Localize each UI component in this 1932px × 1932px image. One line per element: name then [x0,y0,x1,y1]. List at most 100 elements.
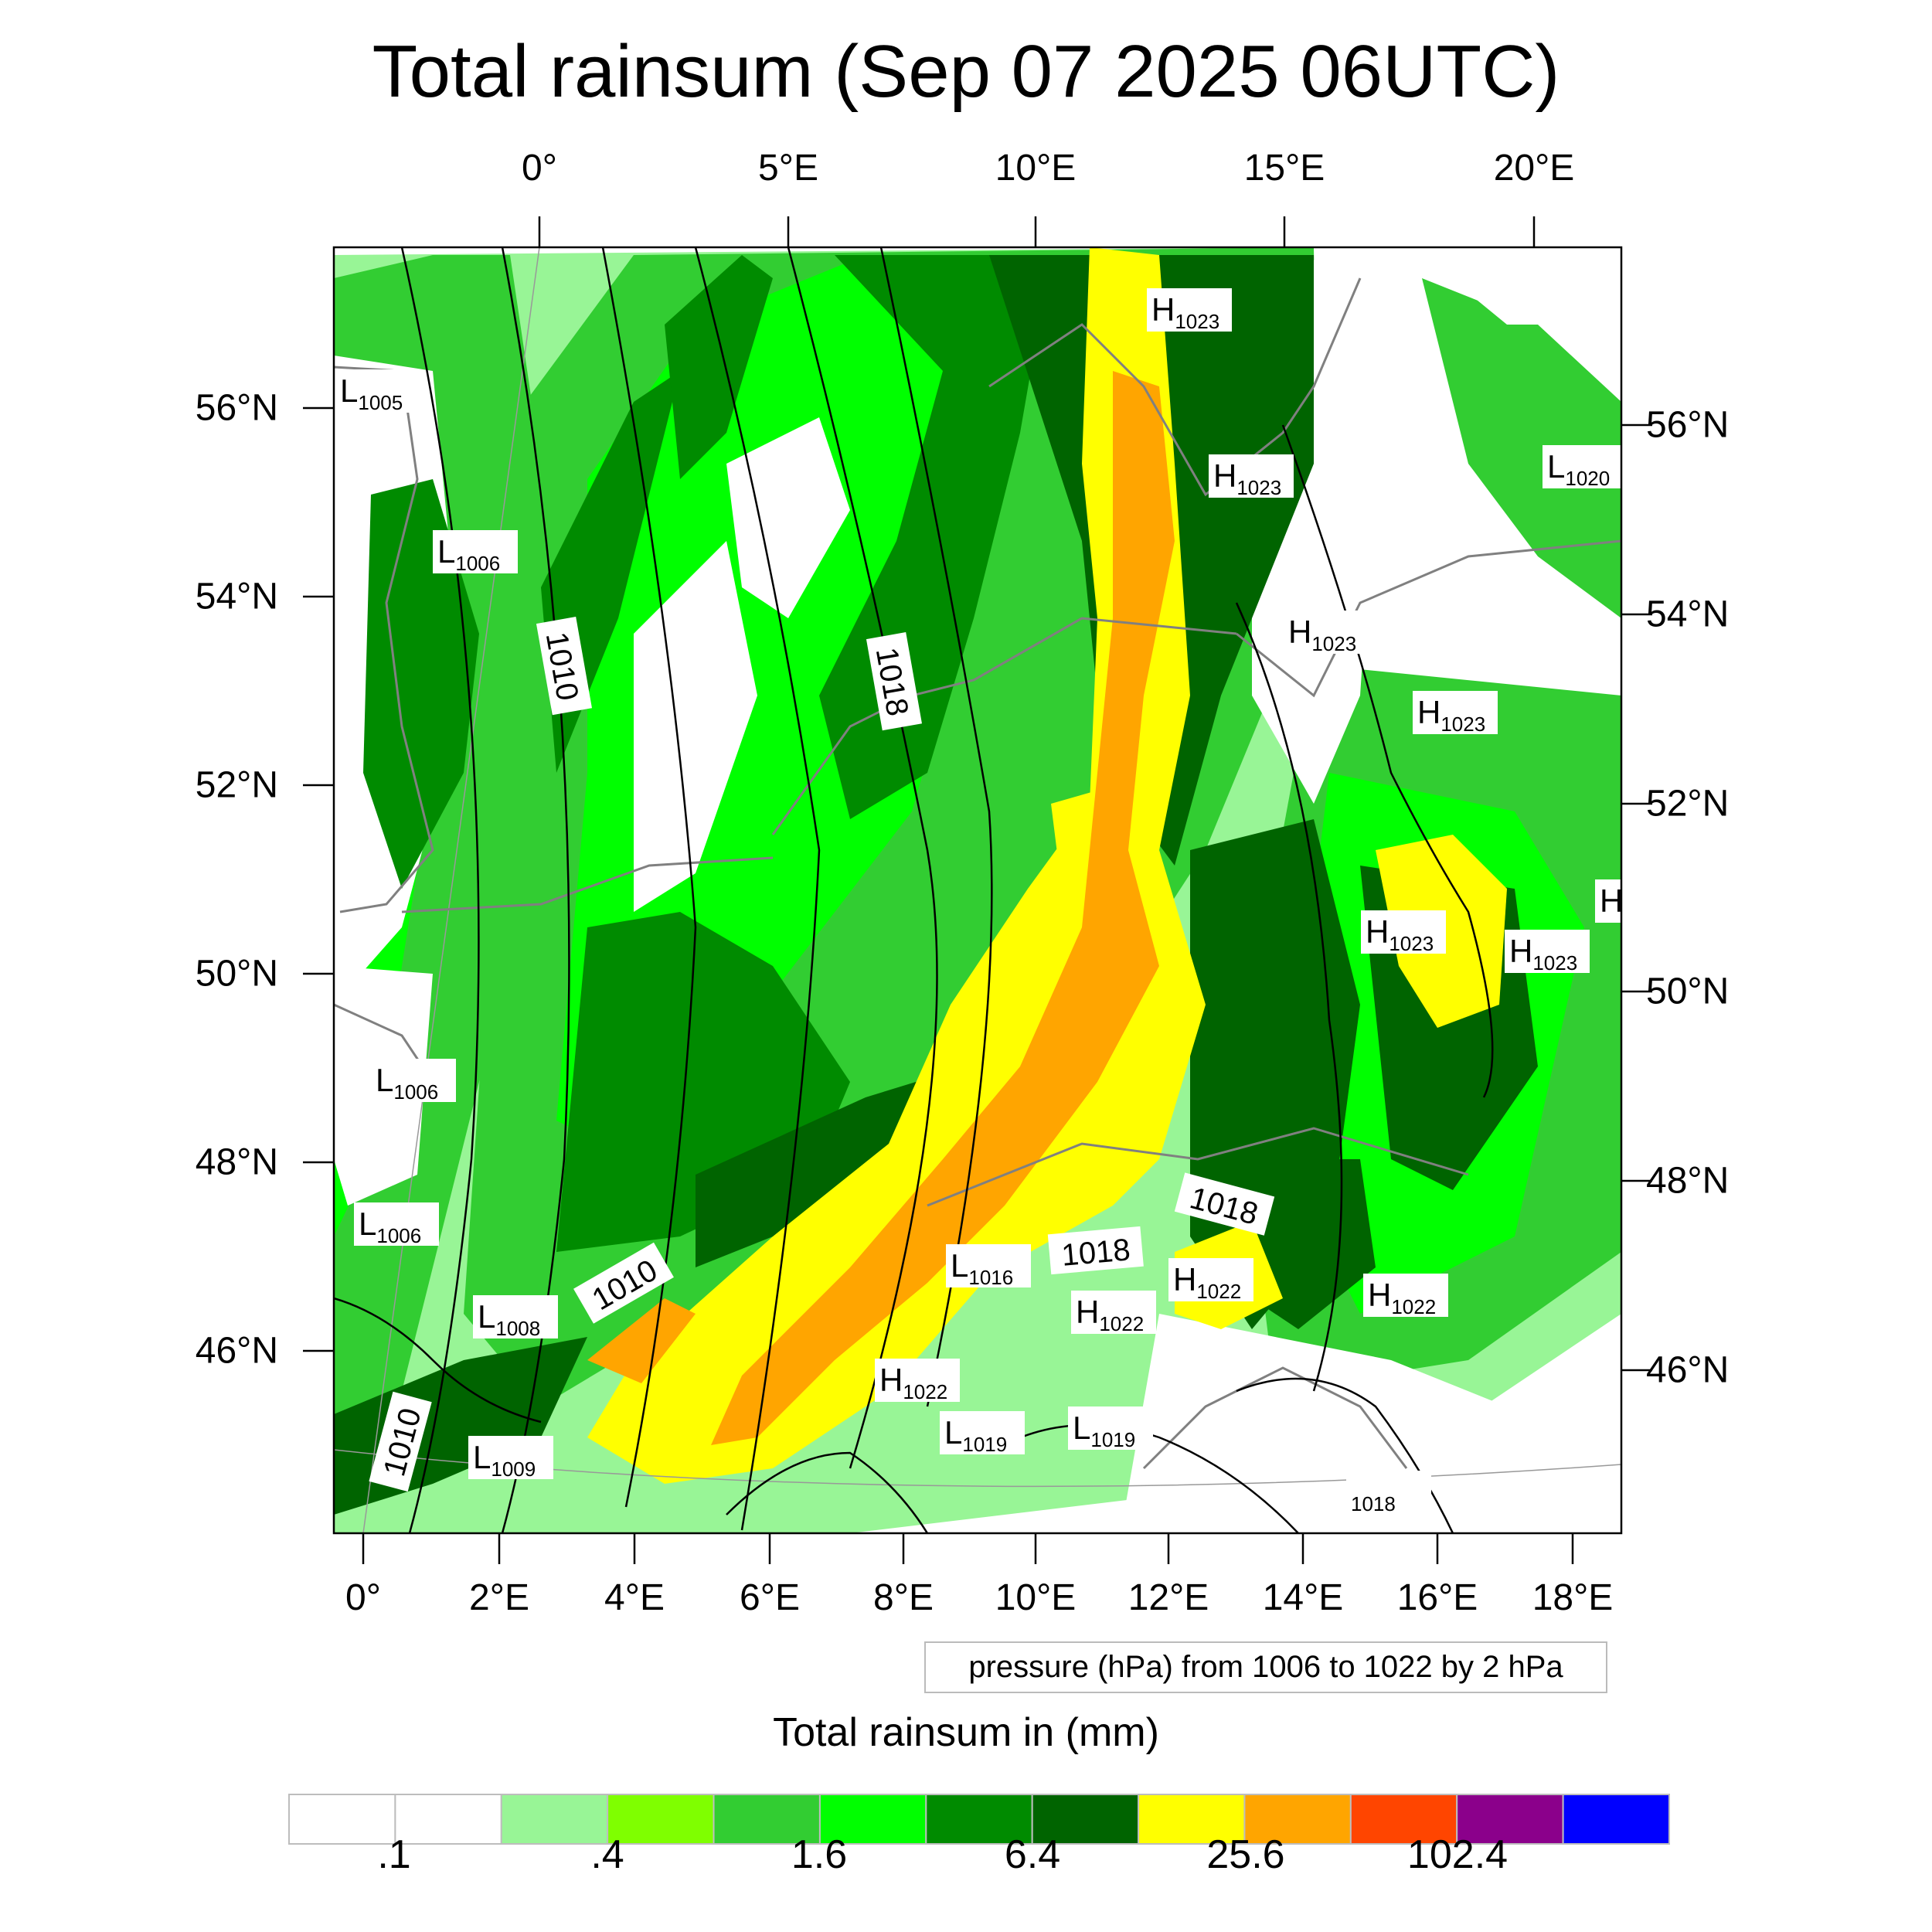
colorbar-label: .4 [590,1832,624,1877]
pressure-center-label: H1023 [1151,291,1219,333]
bottom-lon-tick: 12°E [1128,1577,1209,1618]
bottom-lon-tick: 8°E [873,1577,934,1618]
pressure-center-high: H1022 [1168,1258,1253,1303]
pressure-center-high: H1023 [1361,910,1446,955]
isobar [501,247,570,1533]
pressure-center-high: H1023 [1284,611,1369,655]
colorbar-label: 1.6 [791,1832,848,1877]
colorbar-swatch [1456,1794,1564,1845]
pressure-center-label: L1020 [1547,448,1610,490]
isobar [726,1451,929,1533]
isobar [988,1423,1299,1533]
colorbar [288,1794,1670,1845]
colorbar-label: 6.4 [1004,1832,1061,1877]
pressure-center-label: L1019 [944,1414,1007,1456]
coastline [1142,1366,1408,1470]
isobar [1236,1377,1454,1533]
colorbar-swatch [925,1794,1033,1845]
pressure-center-label: L1005 [340,372,403,414]
pressure-center-low: L1019 [1068,1406,1153,1451]
pressure-center-high: H1022 [1071,1291,1156,1335]
pressure-center-label: 1018 [1351,1492,1396,1515]
bottom-lon-tick: 6°E [740,1577,800,1618]
right-lat-tick: 46°N [1646,1349,1730,1391]
colorbar-title: Total rainsum in (mm) [773,1710,1159,1755]
pressure-center-low: L1006 [354,1202,439,1247]
pressure-center-high: H1022 [875,1359,960,1403]
isobar [1281,424,1494,1098]
bottom-lon-tick: 18°E [1532,1577,1614,1618]
pressure-center-low: L1009 [468,1436,553,1481]
pressure-center-label: H1023 [1417,694,1485,736]
pressure-center-label: H1022 [1076,1294,1144,1335]
coastline [988,277,1362,497]
colorbar-swatch [1138,1794,1246,1845]
coastline [771,617,1237,835]
dry-area [726,417,850,618]
right-lat-tick: 54°N [1646,594,1730,635]
colorbar-label: 25.6 [1206,1832,1285,1877]
colorbar-swatch [1349,1794,1458,1845]
pressure-center-high: H1023 [1413,691,1498,736]
rain-field-yellow [587,247,1206,1484]
pressure-center-low: L1005 [335,369,420,414]
rain-field-orange [711,371,1175,1445]
pressure-center-high: H1023 [1147,288,1232,333]
top-lon-tick: 5°E [758,148,818,189]
pressure-center-low: L1006 [371,1059,456,1104]
rain-field-green [1422,278,1621,618]
pressure-center-label: L1006 [437,533,500,575]
right-lat-tick: 52°N [1646,783,1730,825]
pressure-center-high: H1023 [1505,930,1590,975]
colorbar-label: .1 [377,1832,411,1877]
pressure-center-label: L1008 [478,1298,540,1340]
pressure-center-low: L1019 [940,1411,1025,1456]
border [401,856,774,913]
map-title: Total rainsum (Sep 07 2025 06UTC) [372,30,1560,113]
colorbar-swatch [500,1794,609,1845]
bottom-lon-tick: 14°E [1262,1577,1344,1618]
left-lat-tick: 50°N [195,953,278,995]
isobar [334,1297,542,1423]
right-lat-tick: 50°N [1646,971,1730,1012]
pressure-center-low: L1006 [433,530,518,575]
left-lat-tick: 54°N [195,576,278,617]
map-frame [332,246,1623,1535]
pressure-center-label: L1019 [1073,1410,1135,1451]
pressure-center-label: H1023 [1366,913,1434,955]
pressure-centers: L1005 L1006 L1006 L1006 L1008 L1009 L1016 L1019… [335,288,1621,1515]
colorbar-swatch [394,1794,502,1845]
pressure-center-label: H1022 [879,1362,947,1403]
border [1236,539,1621,698]
isobar-label: 1018 [1060,1233,1131,1273]
colorbar-swatch [1031,1794,1140,1845]
pressure-center-low: L1020 [1543,445,1621,490]
pressure-center-label: L1006 [359,1206,421,1247]
pressure-center-low: L1016 [946,1244,1031,1289]
pressure-center-label: H1023 [1509,933,1577,975]
pressure-center-label: H1022 [1368,1277,1436,1318]
pressure-center-label: H1023 [1288,614,1356,655]
right-lat-tick: 56°N [1646,404,1730,446]
isobar [879,247,993,1407]
colorbar-swatch [1243,1794,1352,1845]
left-lat-tick: 46°N [195,1330,278,1372]
contour-info-box: pressure (hPa) from 1006 to 1022 by 2 hP… [924,1641,1607,1693]
isobar [400,247,480,1533]
rain-field-darkgreen [665,255,773,479]
bottom-lon-tick: 16°E [1396,1577,1478,1618]
left-lat-tick: 56°N [195,387,278,429]
pressure-center-label: L1009 [473,1439,536,1481]
bottom-lon-tick: 2°E [469,1577,529,1618]
isobar [694,247,821,1531]
pressure-center-high: H1022 [1363,1274,1448,1318]
pressure-center-label: L1006 [376,1062,438,1104]
pressure-center-high: H1023 [1209,454,1294,499]
top-lon-tick: 15°E [1243,148,1325,189]
right-lat-tick: 48°N [1646,1160,1730,1202]
top-lon-tick: 10°E [995,148,1077,189]
pressure-center-low: L1008 [473,1295,558,1340]
colorbar-label: 102.4 [1406,1832,1509,1877]
isobar [1235,602,1343,1392]
pressure-center-high: H [1595,879,1621,923]
